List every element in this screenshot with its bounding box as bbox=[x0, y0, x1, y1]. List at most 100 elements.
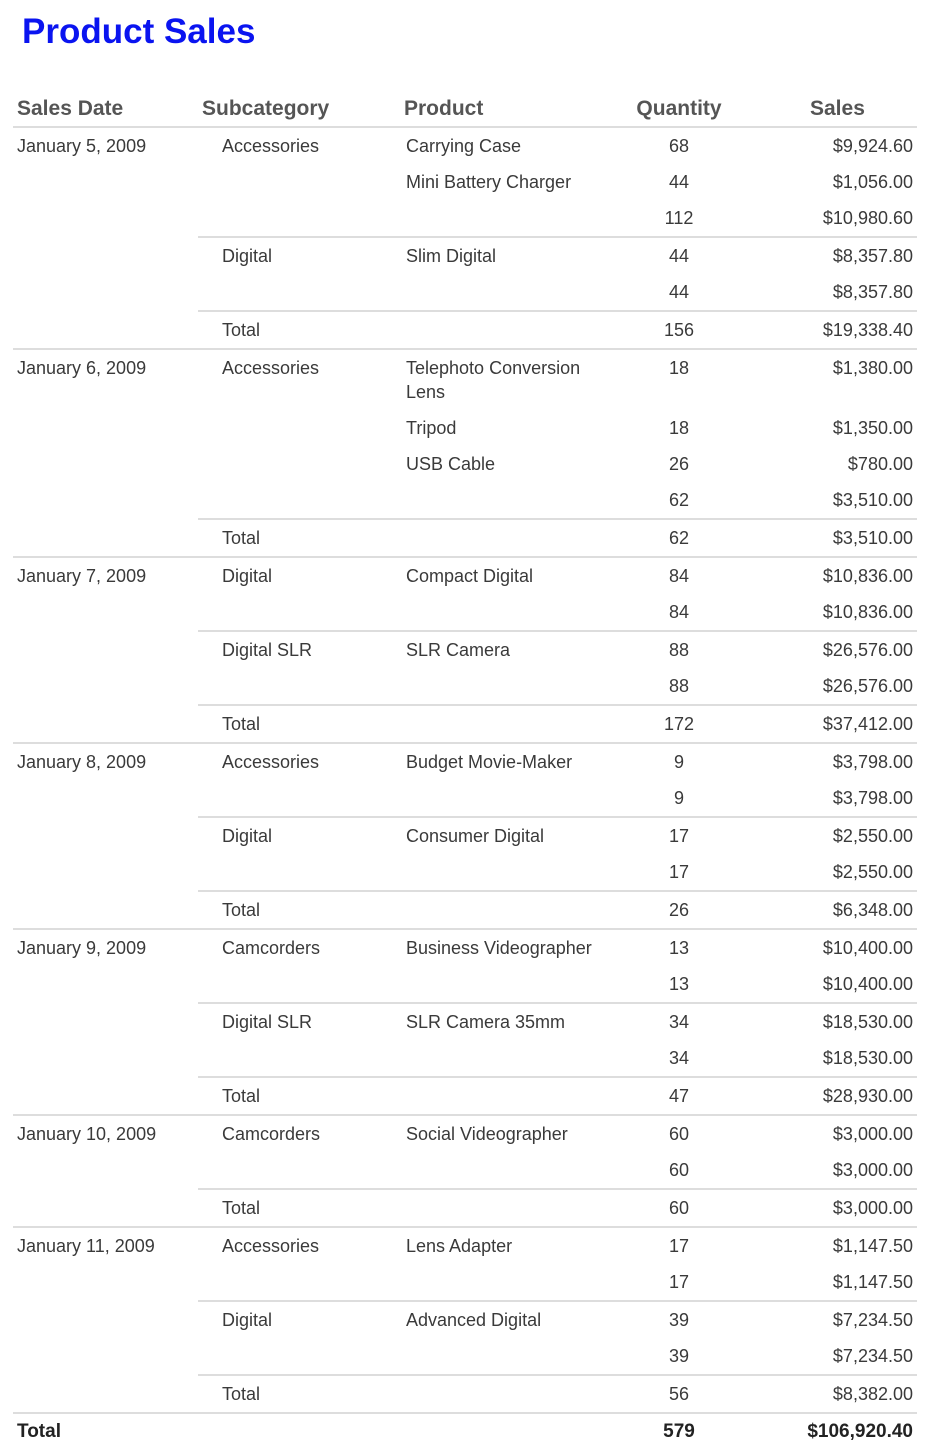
empty-cell bbox=[400, 668, 620, 706]
product-cell: Budget Movie-Maker bbox=[406, 752, 573, 772]
subcategory-subtotal-row: 9 $3,798.00 bbox=[13, 780, 917, 818]
product-row: January 10, 2009 Camcorders Social Videogr… bbox=[13, 1115, 917, 1228]
subcategory-cell: Accessories bbox=[198, 127, 400, 238]
product-cell: Social Videographer bbox=[406, 1124, 568, 1144]
quantity-cell: 68 bbox=[668, 136, 690, 156]
sales-cell: $18,530.00 bbox=[822, 1012, 913, 1032]
date-total-row: Total 172 $37,412.00 bbox=[13, 705, 917, 744]
date-total-label: Total bbox=[198, 705, 400, 744]
header-row: Sales Date Subcategory Product Quantity … bbox=[13, 94, 917, 128]
empty-cell bbox=[400, 200, 620, 238]
sales-cell: $1,147.50 bbox=[832, 1236, 913, 1256]
quantity-cell: 44 bbox=[668, 246, 690, 266]
subtotal-quantity: 17 bbox=[620, 854, 738, 892]
subcategory-subtotal-row: 39 $7,234.50 bbox=[13, 1338, 917, 1376]
product-cell: Consumer Digital bbox=[406, 826, 545, 846]
quantity-cell: 13 bbox=[668, 938, 690, 958]
product-row: January 8, 2009 Accessories Budget Movie-M… bbox=[13, 743, 917, 930]
empty-cell bbox=[400, 1264, 620, 1302]
subtotal-quantity: 60 bbox=[620, 1152, 738, 1190]
sales-cell: $3,798.00 bbox=[832, 752, 913, 772]
header-sales-date: Sales Date bbox=[13, 94, 198, 128]
date-total-quantity: 172 bbox=[620, 705, 738, 744]
subcategory-cell: Accessories bbox=[198, 349, 400, 520]
subtotal-quantity: 88 bbox=[620, 668, 738, 706]
subtotal-quantity: 9 bbox=[620, 780, 738, 818]
product-cell: Carrying Case bbox=[406, 136, 522, 156]
subcategory-cell: Camcorders bbox=[198, 1115, 400, 1190]
product-row: USB Cable 26 $780.00 bbox=[13, 446, 917, 482]
empty-cell bbox=[400, 482, 620, 520]
empty-cell bbox=[400, 311, 620, 350]
date-total-row: Total 26 $6,348.00 bbox=[13, 891, 917, 930]
date-total-row: Total 60 $3,000.00 bbox=[13, 1189, 917, 1228]
date-total-quantity: 156 bbox=[620, 311, 738, 350]
sales-cell: $780.00 bbox=[847, 454, 913, 474]
sales-cell: $1,056.00 bbox=[832, 172, 913, 192]
product-row: January 7, 2009 Digital Compact Digital 84 $… bbox=[13, 557, 917, 744]
date-total-sales: $8,382.00 bbox=[738, 1375, 917, 1414]
empty-cell bbox=[400, 1152, 620, 1190]
quantity-cell: 39 bbox=[668, 1310, 690, 1330]
date-total-sales: $6,348.00 bbox=[738, 891, 917, 930]
report-body: January 5, 2009 Accessories Carrying Case 6… bbox=[13, 127, 917, 1414]
empty-cell bbox=[400, 1077, 620, 1116]
empty-cell bbox=[400, 1189, 620, 1228]
sales-cell: $9,924.60 bbox=[832, 136, 913, 156]
quantity-cell: 18 bbox=[668, 358, 690, 378]
product-cell: Business Videographer bbox=[406, 938, 592, 958]
subtotal-sales: $2,550.00 bbox=[738, 854, 917, 892]
empty-cell bbox=[400, 274, 620, 312]
sales-date-cell: January 11, 2009 bbox=[13, 1227, 198, 1414]
date-total-sales: $3,000.00 bbox=[738, 1189, 917, 1228]
empty-cell bbox=[400, 1040, 620, 1078]
empty-cell bbox=[400, 1375, 620, 1414]
subcategory-cell: Accessories bbox=[198, 743, 400, 818]
date-total-row: Total 156 $19,338.40 bbox=[13, 311, 917, 350]
empty-cell bbox=[198, 1413, 400, 1450]
sales-date-cell: January 6, 2009 bbox=[13, 349, 198, 558]
quantity-cell: 17 bbox=[668, 1236, 690, 1256]
product-row: January 11, 2009 Accessories Lens Adapter 1… bbox=[13, 1227, 917, 1414]
subcategory-subtotal-row: 44 $8,357.80 bbox=[13, 274, 917, 312]
sales-cell: $10,836.00 bbox=[822, 566, 913, 586]
subcategory-subtotal-row: 60 $3,000.00 bbox=[13, 1152, 917, 1190]
quantity-cell: 44 bbox=[668, 172, 690, 192]
product-cell: Telephoto Conversion Lens bbox=[406, 358, 581, 402]
product-row: Digital Slim Digital 44 $8,357.80 bbox=[13, 237, 917, 312]
sales-cell: $2,550.00 bbox=[832, 826, 913, 846]
sales-cell: $3,000.00 bbox=[832, 1124, 913, 1144]
subtotal-quantity: 34 bbox=[620, 1040, 738, 1078]
subcategory-cell: Digital SLR bbox=[198, 1003, 400, 1078]
quantity-cell: 9 bbox=[673, 752, 684, 772]
date-total-quantity: 62 bbox=[620, 519, 738, 558]
date-total-sales: $28,930.00 bbox=[738, 1077, 917, 1116]
empty-cell bbox=[400, 1338, 620, 1376]
subcategory-cell: Digital bbox=[198, 237, 400, 312]
date-total-label: Total bbox=[198, 1077, 400, 1116]
subtotal-sales: $3,510.00 bbox=[738, 482, 917, 520]
grand-total-quantity: 579 bbox=[663, 1421, 695, 1442]
quantity-cell: 60 bbox=[668, 1124, 690, 1144]
date-total-row: Total 62 $3,510.00 bbox=[13, 519, 917, 558]
quantity-cell: 84 bbox=[668, 566, 690, 586]
product-cell: Advanced Digital bbox=[406, 1310, 542, 1330]
subcategory-subtotal-row: 88 $26,576.00 bbox=[13, 668, 917, 706]
empty-cell bbox=[400, 891, 620, 930]
subtotal-quantity: 17 bbox=[620, 1264, 738, 1302]
product-cell: SLR Camera 35mm bbox=[406, 1012, 566, 1032]
subcategory-subtotal-row: 62 $3,510.00 bbox=[13, 482, 917, 520]
product-row: Digital SLR SLR Camera 88 $26,576.00 bbox=[13, 631, 917, 706]
header-sales: Sales bbox=[738, 94, 917, 128]
subcategory-subtotal-row: 17 $2,550.00 bbox=[13, 854, 917, 892]
subtotal-quantity: 39 bbox=[620, 1338, 738, 1376]
product-row: January 5, 2009 Accessories Carrying Case 6… bbox=[13, 127, 917, 350]
quantity-cell: 18 bbox=[668, 418, 690, 438]
date-total-row: Total 47 $28,930.00 bbox=[13, 1077, 917, 1116]
quantity-cell: 34 bbox=[668, 1012, 690, 1032]
sales-cell: $8,357.80 bbox=[832, 246, 913, 266]
date-total-label: Total bbox=[198, 311, 400, 350]
report-title: Product Sales bbox=[22, 12, 256, 51]
grand-total-label: Total bbox=[17, 1421, 61, 1442]
subtotal-sales: $7,234.50 bbox=[738, 1338, 917, 1376]
